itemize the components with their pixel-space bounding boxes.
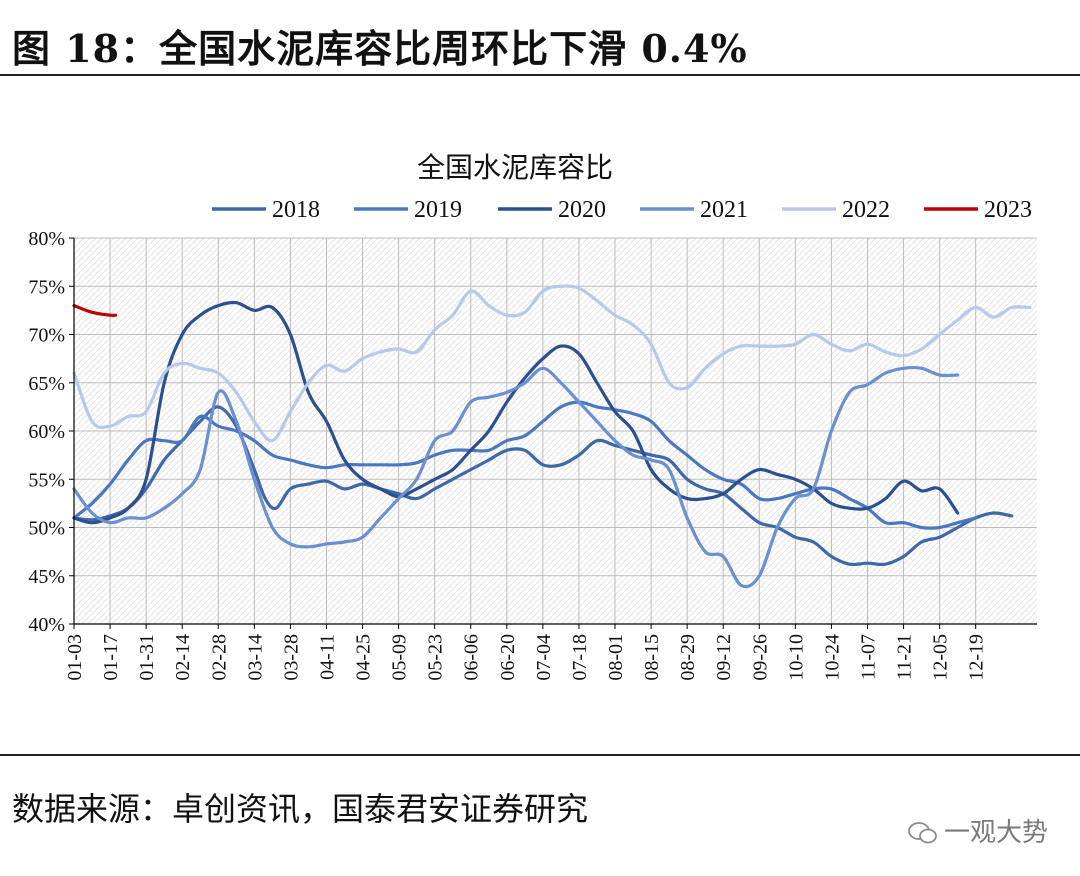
x-tick-label: 01-17 (100, 634, 122, 681)
series-line-2020 (72, 300, 960, 525)
y-tick-label: 55% (28, 469, 65, 491)
source-divider (0, 754, 1080, 756)
y-tick-label: 60% (28, 421, 65, 443)
x-tick-label: 06-06 (461, 634, 483, 681)
legend-label-2020: 2020 (558, 197, 606, 223)
y-axis-ticks: 40% 45% 50% 55% 60% 65% 70% 75% 80% (28, 228, 74, 636)
legend-label-2018: 2018 (272, 197, 320, 223)
series-line-2022 (72, 284, 1032, 443)
x-axis-ticks: 01-03 01-17 01-31 02-14 02-28 03-14 03-28 04-11… (64, 624, 988, 681)
legend-label-2022: 2022 (842, 197, 890, 223)
x-tick-label: 10-10 (785, 634, 807, 681)
y-tick-label: 75% (28, 276, 65, 298)
legend-label-2021: 2021 (700, 197, 748, 223)
y-tick-label: 80% (28, 228, 65, 250)
x-tick-label: 04-11 (316, 634, 338, 680)
x-tick-label: 08-29 (677, 634, 699, 681)
x-tick-label: 11-07 (857, 634, 879, 680)
legend: 2018 2019 2020 2021 2022 2023 (212, 197, 1032, 223)
x-tick-label: 02-28 (208, 634, 230, 681)
line-chart: 全国水泥库容比 2018 2019 2020 2021 2022 2023 40% 45% 5… (28, 151, 1037, 681)
series-line-2023 (72, 304, 118, 318)
x-tick-label: 12-05 (930, 634, 952, 681)
y-tick-label: 65% (28, 373, 65, 395)
source-note: 数据来源：卓创资讯，国泰君安证券研究 (12, 790, 589, 828)
watermark: 一观大势 (908, 812, 1048, 849)
legend-label-2019: 2019 (414, 197, 462, 223)
x-tick-label: 08-01 (605, 634, 627, 681)
chart-title: 全国水泥库容比 (417, 151, 613, 184)
x-tick-label: 09-12 (713, 634, 735, 681)
x-tick-label: 05-09 (389, 634, 411, 681)
series-group (72, 284, 1032, 589)
watermark-text: 一观大势 (944, 818, 1049, 848)
x-tick-label: 06-20 (497, 634, 519, 681)
x-tick-label: 01-31 (136, 634, 158, 681)
series-line-2021 (72, 365, 960, 589)
series-line-2018 (72, 405, 1014, 567)
wechat-icon (908, 822, 937, 844)
y-tick-label: 45% (28, 566, 65, 588)
gridlines (73, 237, 1037, 625)
x-tick-label: 07-04 (533, 634, 555, 681)
x-tick-label: 03-28 (280, 634, 302, 681)
x-tick-label: 08-15 (641, 634, 663, 681)
x-tick-label: 01-03 (64, 634, 86, 681)
x-tick-label: 12-19 (966, 634, 988, 681)
figure-title: 图 18：全国水泥库容比周环比下滑 0.4% (12, 26, 748, 71)
x-tick-label: 09-26 (749, 634, 771, 681)
x-tick-label: 11-21 (894, 634, 916, 680)
x-tick-label: 03-14 (244, 634, 266, 681)
y-tick-label: 50% (28, 518, 65, 540)
x-tick-label: 07-18 (569, 634, 591, 681)
x-tick-label: 05-23 (425, 634, 447, 681)
y-tick-label: 40% (28, 614, 65, 636)
title-divider (0, 74, 1080, 76)
x-tick-label: 02-14 (172, 634, 194, 681)
series-line-2019 (72, 400, 978, 530)
x-tick-label: 04-25 (353, 634, 375, 681)
y-tick-label: 70% (28, 325, 65, 347)
x-tick-label: 10-24 (821, 634, 843, 681)
legend-label-2023: 2023 (984, 197, 1032, 223)
